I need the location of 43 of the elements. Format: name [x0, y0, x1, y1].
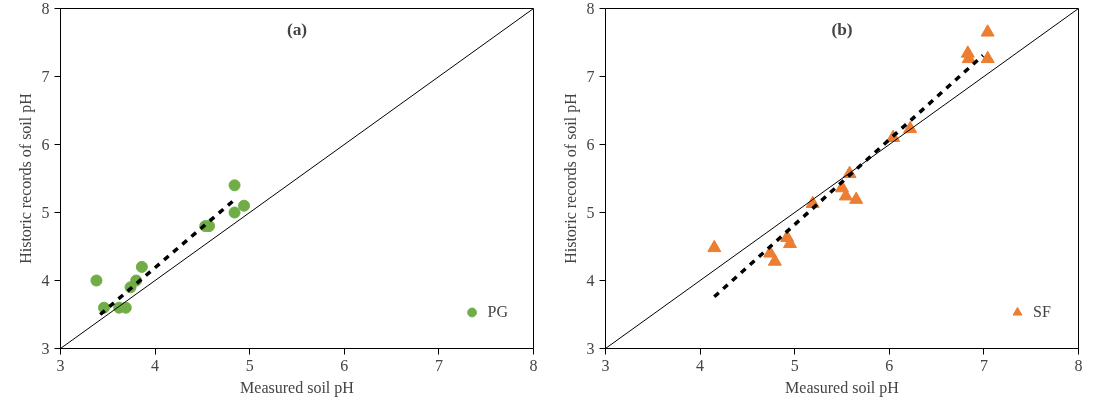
y-tick-label: 7 — [41, 68, 50, 85]
text: (a) — [286, 19, 308, 39]
x-tick-label: 3 — [601, 356, 610, 374]
y-tick-label: 6 — [586, 136, 595, 153]
x-tick-label: 6 — [340, 356, 349, 374]
x-tick-label: 3 — [56, 356, 65, 374]
legend-label: SF — [1033, 303, 1052, 321]
point — [228, 206, 241, 219]
point — [90, 274, 103, 287]
y-axis-title: Historic records of soil pH — [561, 92, 580, 264]
y-axis-title: Historic records of soil pH — [16, 92, 35, 264]
x-tick-label: 5 — [245, 356, 254, 374]
legend-label: PG — [487, 303, 508, 321]
point — [782, 235, 797, 249]
x-tick-label: 8 — [1074, 356, 1083, 374]
point — [980, 50, 995, 64]
point — [707, 239, 722, 253]
x-axis-title: Measured soil pH — [785, 378, 900, 397]
x-tick-label: 6 — [885, 356, 894, 374]
y-tick-label: 4 — [41, 272, 50, 289]
point — [238, 199, 251, 212]
y-tick-label: 8 — [41, 0, 50, 17]
x-tick-label: 7 — [979, 356, 988, 374]
x-tick-label: 8 — [529, 356, 538, 374]
point — [980, 24, 995, 37]
y-tick-label: 3 — [41, 340, 50, 357]
y-tick-label: 8 — [586, 0, 595, 17]
y-tick-label: 7 — [586, 68, 595, 85]
x-tick-label: 4 — [696, 356, 705, 374]
x-tick-label: 5 — [790, 356, 799, 374]
x-tick-label: 7 — [434, 356, 443, 374]
y-tick-label: 5 — [586, 204, 595, 221]
y-tick-label: 6 — [41, 136, 50, 153]
point — [849, 191, 864, 204]
text: (b) — [831, 19, 853, 39]
point — [135, 260, 148, 273]
y-tick-label: 3 — [586, 340, 595, 357]
point — [228, 179, 241, 192]
y-tick-label: 4 — [586, 272, 595, 289]
y-tick-label: 5 — [41, 204, 50, 221]
x-axis-title: Measured soil pH — [240, 378, 355, 397]
x-tick-label: 4 — [151, 356, 160, 374]
point — [767, 253, 782, 266]
